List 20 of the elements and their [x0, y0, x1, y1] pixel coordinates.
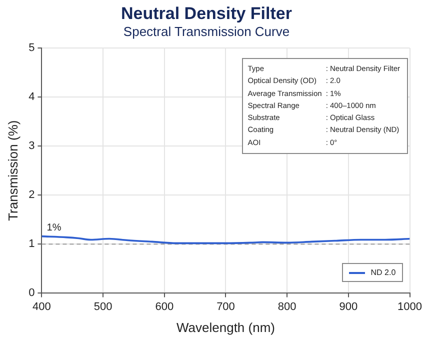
- y-tick-label: 5: [28, 42, 35, 54]
- x-tick-label: 800: [278, 300, 296, 313]
- y-tick-label: 1: [28, 238, 35, 250]
- x-tick-label: 700: [216, 300, 235, 313]
- y-tick-label: 3: [28, 140, 35, 152]
- x-axis-title: Wavelength (nm): [176, 320, 275, 335]
- y-tick-label: 4: [28, 91, 35, 104]
- y-axis-title: Transmission (%): [5, 120, 20, 221]
- line-series: [42, 235, 410, 244]
- chart-subtitle: Spectral Transmission Curve: [123, 24, 290, 39]
- x-tick-label: 1000: [398, 300, 422, 313]
- chart-title: Neutral Density Filter: [121, 4, 292, 23]
- x-tick-label: 500: [94, 300, 112, 313]
- y-tick-label: 0: [28, 287, 35, 300]
- x-tick-label: 400: [32, 300, 51, 313]
- x-tick-label: 900: [339, 300, 358, 313]
- legend-label: ND 2.0: [370, 268, 396, 278]
- x-tick-label: 600: [155, 300, 174, 313]
- annotation: 1%: [46, 222, 62, 234]
- y-tick-label: 2: [28, 189, 35, 202]
